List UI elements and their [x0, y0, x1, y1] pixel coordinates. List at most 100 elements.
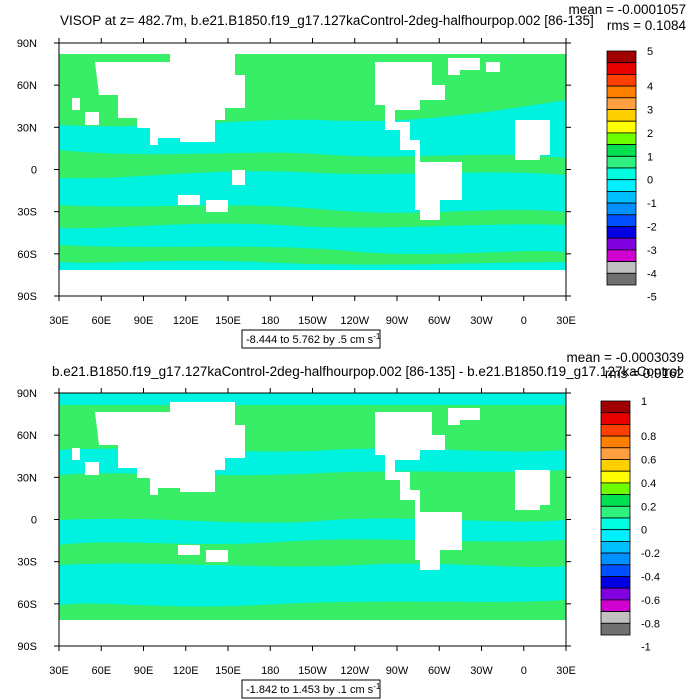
panel-1-lat-label: 0: [31, 165, 37, 177]
panel-2-colorbar-label: -0.6: [641, 595, 660, 607]
panel-1-colorbar-label: -1: [647, 198, 657, 210]
panel-2-lon-label: 150E: [215, 665, 241, 677]
panel-2-colorbar-label: 0.8: [641, 431, 656, 443]
panel-1-colorbar-box: [606, 202, 637, 216]
panel-2-lat-label: 30S: [17, 557, 37, 569]
panel-1-colorbar-box: [606, 109, 637, 122]
panel-1-colorbar-box: [606, 85, 637, 99]
panel-2-lon-label: 150W: [298, 665, 327, 677]
panel-2-land: [59, 402, 566, 646]
panel-2-colorbar-label: 0: [641, 525, 647, 537]
panel-2-lon-label: 0: [521, 665, 527, 677]
panel-2-colorbar-box: [600, 447, 631, 460]
panel-1-colorbar-label: 3: [647, 105, 653, 117]
panel-2-colorbar-box: [600, 587, 631, 601]
panel-2-map: 30E 60E 90E 120E 150E 180 150W 120W 90W 60W 30W 0 30…: [17, 388, 576, 677]
panel-2-lat-label: 60S: [17, 599, 37, 611]
panel-1-land: [59, 43, 566, 296]
panel-2-lon-label: 90W: [386, 665, 409, 677]
panel-1-lon-label: 120E: [173, 315, 199, 327]
panel-1-colorbar-box: [606, 261, 637, 274]
panel-2-lon-label: 120W: [340, 665, 369, 677]
panel-2-range-unit-exp: -1: [373, 682, 381, 691]
panel-2-colorbar-label: 0.6: [641, 455, 656, 467]
panel-2-colorbar-label: -0.8: [641, 618, 660, 630]
panel-1-colorbar-label: -2: [647, 222, 657, 234]
panel-1-colorbar-box: [606, 62, 637, 75]
panel-2-colorbar-box: [600, 541, 631, 554]
panel-1-lon-label: 90W: [386, 315, 409, 327]
panel-1-colorbar-label: -4: [647, 268, 657, 280]
panel-2-colorbar-box: [600, 622, 631, 636]
panel-2-colorbar-box: [600, 564, 631, 577]
panel-1-range-frame: [241, 329, 381, 349]
panel-2-lat-ticks: 90N 60N 30N 0 30S 60S 90S: [17, 388, 571, 653]
panel-1-lat-label: 60N: [17, 80, 37, 92]
panel-1-colorbar-label: 0: [647, 175, 653, 187]
panel-1-lat-label: 90N: [17, 38, 37, 50]
panel-2-colorbar-box: [600, 576, 631, 589]
panel-1-lat-label: 30S: [17, 207, 37, 219]
panel-1-colorbar-label: -3: [647, 245, 657, 257]
panel-2-cyan-bands: [59, 393, 566, 607]
panel-2-lat-label: 90N: [17, 388, 37, 400]
panel-2-colorbar-label: 1: [641, 396, 647, 408]
panel-2-lon-label: 60W: [428, 665, 451, 677]
panel-1-colorbar-box: [606, 179, 637, 192]
panel-1-colorbar-label: 4: [647, 81, 653, 93]
panel-2-colorbar-label: -1: [641, 642, 651, 654]
panel-2-lat-label: 30N: [17, 472, 37, 484]
panel-2-colorbar-label: -0.2: [641, 548, 660, 560]
panel-2-title: b.e21.B1850.f19_g17.127kaControl-2deg-ha…: [52, 364, 680, 379]
panel-2-colorbar-box: [600, 505, 631, 519]
panel-1-lon-ticks: 30E 60E 90E 120E 150E 180 150W 120W 90W 60W 30W 0 30…: [49, 38, 576, 327]
panel-2-colorbar-box: [600, 552, 631, 566]
panel-1-colorbar-box: [606, 97, 637, 110]
panel-1-lon-label: 0: [521, 315, 527, 327]
panel-1-colorbar-box: [606, 249, 637, 262]
panel-2-colorbar-box: [600, 611, 631, 624]
panel-1-lon-label: 30E: [49, 315, 69, 327]
panel-1-lon-label: 30E: [556, 315, 576, 327]
panel-1-range-text: -8.444 to 5.762 by .5 cm s-1: [246, 332, 381, 346]
panel-2-lon-label: 30W: [470, 665, 493, 677]
panel-1-colorbar-box: [606, 155, 637, 169]
panel-2-colorbar-box: [600, 529, 631, 542]
panel-2-lat-label: 60N: [17, 430, 37, 442]
panel-2-colorbar: 1 0.8 0.6 0.4 0.2 0 -0.2 -0.4 -0.6 -0.8 -1: [600, 396, 660, 654]
panel-1-colorbar-box: [606, 167, 637, 181]
panel-1-lon-label: 120W: [340, 315, 369, 327]
panel-2-lat-label: 90S: [17, 641, 37, 653]
panel-1-colorbar-box: [606, 272, 637, 286]
panel-2-mean: mean = -0.0003039: [567, 350, 684, 365]
panel-2-range-text: -1.842 to 1.453 by .1 cm s-1: [246, 682, 381, 696]
panel-1: VISOP at z= 482.7m, b.e21.B1850.f19_g17.…: [17, 2, 687, 349]
panel-2-colorbar-label: 0.2: [641, 501, 656, 513]
panel-2-colorbar-label: 0.4: [641, 478, 656, 490]
panel-2-colorbar-box: [600, 599, 631, 613]
panel-1-colorbar-label: 5: [647, 46, 653, 58]
panel-2-colorbar-box: [600, 423, 631, 437]
panel-2-colorbar-label: -0.4: [641, 572, 660, 584]
panel-1-range-box: -8.444 to 5.762 by .5 cm s-1: [241, 329, 381, 349]
panel-1-lon-label: 150E: [215, 315, 241, 327]
panel-2-lon-label: 120E: [173, 665, 199, 677]
panel-2-colorbar-box: [600, 459, 631, 472]
panel-2-range-value: -1.842 to 1.453 by .1 cm s: [246, 684, 374, 696]
panel-2: b.e21.B1850.f19_g17.127kaControl-2deg-ha…: [17, 350, 684, 699]
panel-1-colorbar-box: [606, 50, 637, 64]
panel-2-colorbar-box: [600, 400, 631, 414]
panel-1-rms: rms = 0.1084: [607, 18, 687, 33]
panel-1-colorbar-box: [606, 74, 637, 87]
panel-1-colorbar-box: [606, 120, 637, 134]
panel-2-lon-label: 90E: [134, 665, 154, 677]
panel-1-lat-label: 90S: [17, 291, 37, 303]
panel-1-colorbar-box: [606, 226, 637, 239]
panel-2-colorbar-box: [600, 482, 631, 495]
panel-2-lat-label: 0: [31, 515, 37, 527]
panel-1-colorbar-box: [606, 144, 637, 157]
panel-2-colorbar-box: [600, 517, 631, 531]
panel-1-lat-label: 30N: [17, 122, 37, 134]
panel-1-colorbar-box: [606, 237, 637, 251]
panel-1-colorbar-label: 2: [647, 128, 653, 140]
